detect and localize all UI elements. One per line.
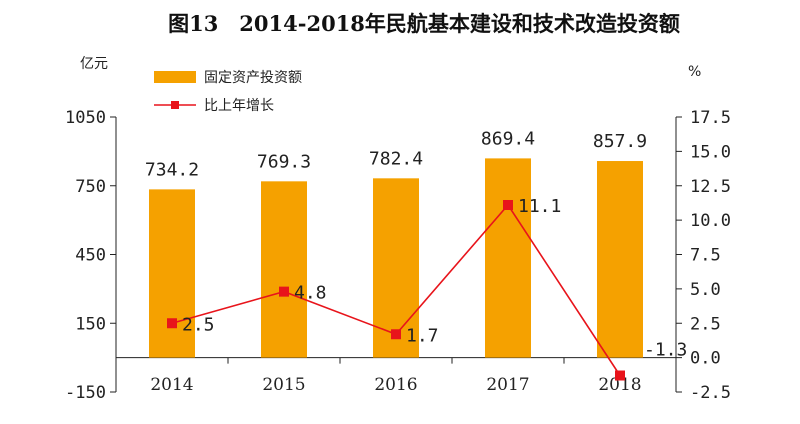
x-tick-label-4: 2018: [598, 375, 641, 395]
bar-2014: [149, 189, 195, 358]
y-left-tick-label-3: 150: [75, 314, 106, 334]
bar-label-2015: 769.3: [257, 151, 311, 172]
growth-point-2014: [167, 318, 177, 329]
bar-label-2017: 869.4: [481, 128, 535, 149]
bar-label-2014: 734.2: [145, 159, 199, 180]
growth-label-2017: 11.1: [518, 196, 561, 217]
x-tick-label-1: 2015: [262, 375, 305, 395]
plot-area: 1050 750 450 150 -150 17.5 15.0 12.5 10.0 7.5 5.0 2…: [65, 108, 731, 403]
growth-label-2015: 4.8: [294, 283, 327, 304]
y-right-tick-label-7: 0.0: [690, 349, 721, 369]
bar-2017: [485, 158, 531, 358]
chart-title: 图13 2014-2018年民航基本建设和技术改造投资额: [168, 11, 680, 36]
bar-label-2016: 782.4: [369, 148, 423, 169]
y-right-tick-label-6: 2.5: [690, 314, 721, 334]
y-right-tick-label-8: -2.5: [690, 383, 731, 403]
x-tick-label-3: 2017: [486, 375, 529, 395]
legend-swatch-marker: [171, 101, 179, 109]
growth-label-2016: 1.7: [406, 325, 439, 346]
x-tick-label-2: 2016: [374, 375, 417, 395]
growth-point-2016: [391, 329, 401, 340]
y-left-tick-label-0: 1050: [65, 108, 106, 128]
bar-label-2018: 857.9: [593, 131, 647, 152]
bar-2018: [597, 161, 643, 358]
y-left-tick-label-4: -150: [65, 383, 106, 403]
growth-label-2018: -1.3: [644, 340, 687, 361]
y-left-tick-label-2: 450: [75, 246, 106, 266]
y-right-tick-label-1: 15.0: [690, 142, 731, 162]
y-left-tick-label-1: 750: [75, 177, 106, 197]
growth-label-2014: 2.5: [182, 314, 215, 335]
y-right-unit: %: [688, 64, 701, 80]
y-right-tick-label-4: 7.5: [690, 246, 721, 266]
growth-point-2017: [503, 200, 513, 210]
y-right-tick-label-5: 5.0: [690, 280, 721, 300]
y-right-tick-label-0: 17.5: [690, 108, 731, 128]
legend-item-bar: 固定资产投资额: [204, 70, 302, 86]
growth-point-2015: [279, 286, 289, 297]
bar-2015: [261, 181, 307, 358]
y-left-unit: 亿元: [80, 56, 108, 72]
y-right-tick-label-3: 10.0: [690, 211, 731, 231]
legend-swatch-bar: [154, 71, 196, 83]
y-right-tick-label-2: 12.5: [690, 177, 731, 197]
growth-point-2018: [615, 370, 625, 381]
x-tick-label-0: 2014: [150, 375, 193, 395]
legend-item-line: 比上年增长: [204, 98, 274, 114]
legend: 固定资产投资额 比上年增长: [154, 70, 302, 114]
